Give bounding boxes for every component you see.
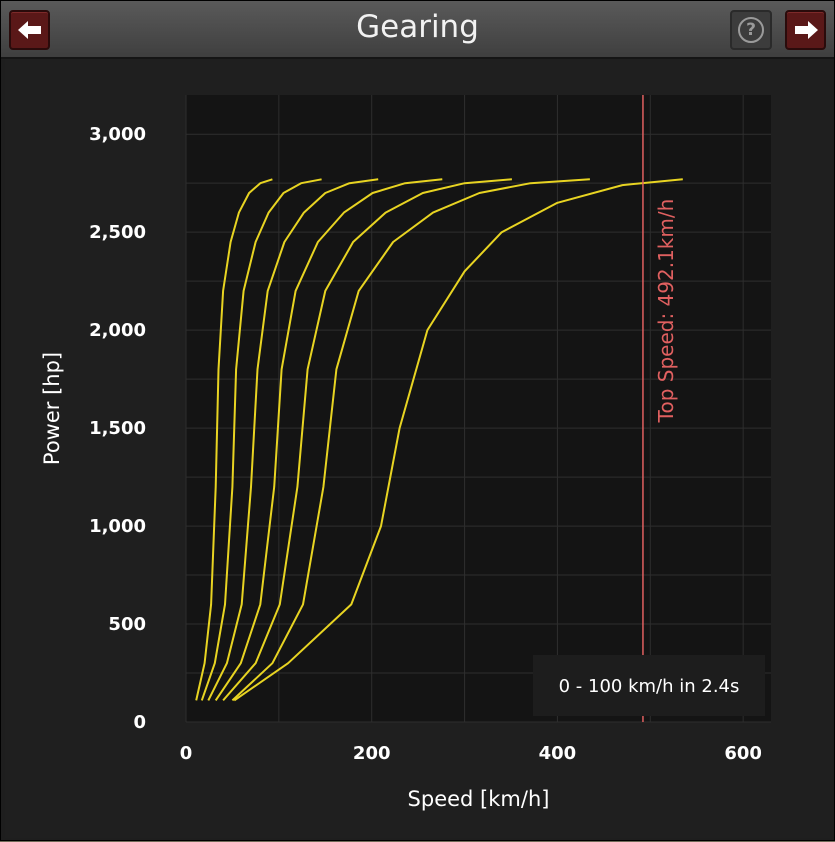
title-bar: Gearing ? [1, 1, 834, 59]
x-tick-label: 200 [353, 743, 391, 764]
back-button[interactable] [9, 10, 50, 50]
x-axis-label: Speed [km/h] [408, 787, 550, 811]
y-tick-label: 2,500 [89, 222, 146, 243]
gear-curve-5 [222, 178, 512, 702]
x-tick-label: 0 [180, 743, 193, 764]
gear-curve-1 [195, 178, 273, 701]
gear-curve-2 [200, 178, 322, 701]
x-tick-label: 600 [724, 743, 762, 764]
help-button[interactable]: ? [730, 10, 772, 50]
gear-curve-7 [233, 178, 683, 702]
acceleration-box [533, 655, 765, 716]
arrow-left-icon [17, 21, 41, 39]
y-tick-label: 500 [108, 614, 146, 635]
y-tick-label: 1,500 [89, 418, 146, 439]
x-axis-ticks: 0 200 400 600 [180, 743, 762, 764]
window-title: Gearing [356, 9, 479, 45]
y-axis-ticks: 0 500 1,000 1,500 2,000 2,500 3,000 [89, 124, 146, 733]
chart-panel: 0 200 400 600 0 500 1,000 1,500 2,000 2,500 3,000… [5, 59, 830, 838]
gear-curve-6 [231, 178, 590, 702]
gear-curve-3 [207, 178, 379, 701]
y-tick-label: 2,000 [89, 320, 146, 341]
arrow-right-icon [794, 21, 818, 39]
forward-button[interactable] [785, 10, 826, 50]
plot-area [186, 95, 771, 722]
grid-lines [185, 95, 771, 723]
top-speed-label: Top Speed: 492.1km/h [654, 199, 678, 424]
y-tick-label: 0 [133, 712, 146, 733]
gearing-chart: 0 200 400 600 0 500 1,000 1,500 2,000 2,500 3,000… [40, 95, 771, 811]
gear-curve-4 [214, 178, 443, 701]
x-tick-label: 400 [539, 743, 577, 764]
y-tick-label: 1,000 [89, 516, 146, 537]
y-tick-label: 3,000 [89, 124, 146, 145]
acceleration-text: 0 - 100 km/h in 2.4s [559, 676, 740, 697]
y-axis-label: Power [hp] [40, 352, 64, 465]
help-icon: ? [738, 17, 764, 43]
gear-curves [195, 178, 683, 702]
